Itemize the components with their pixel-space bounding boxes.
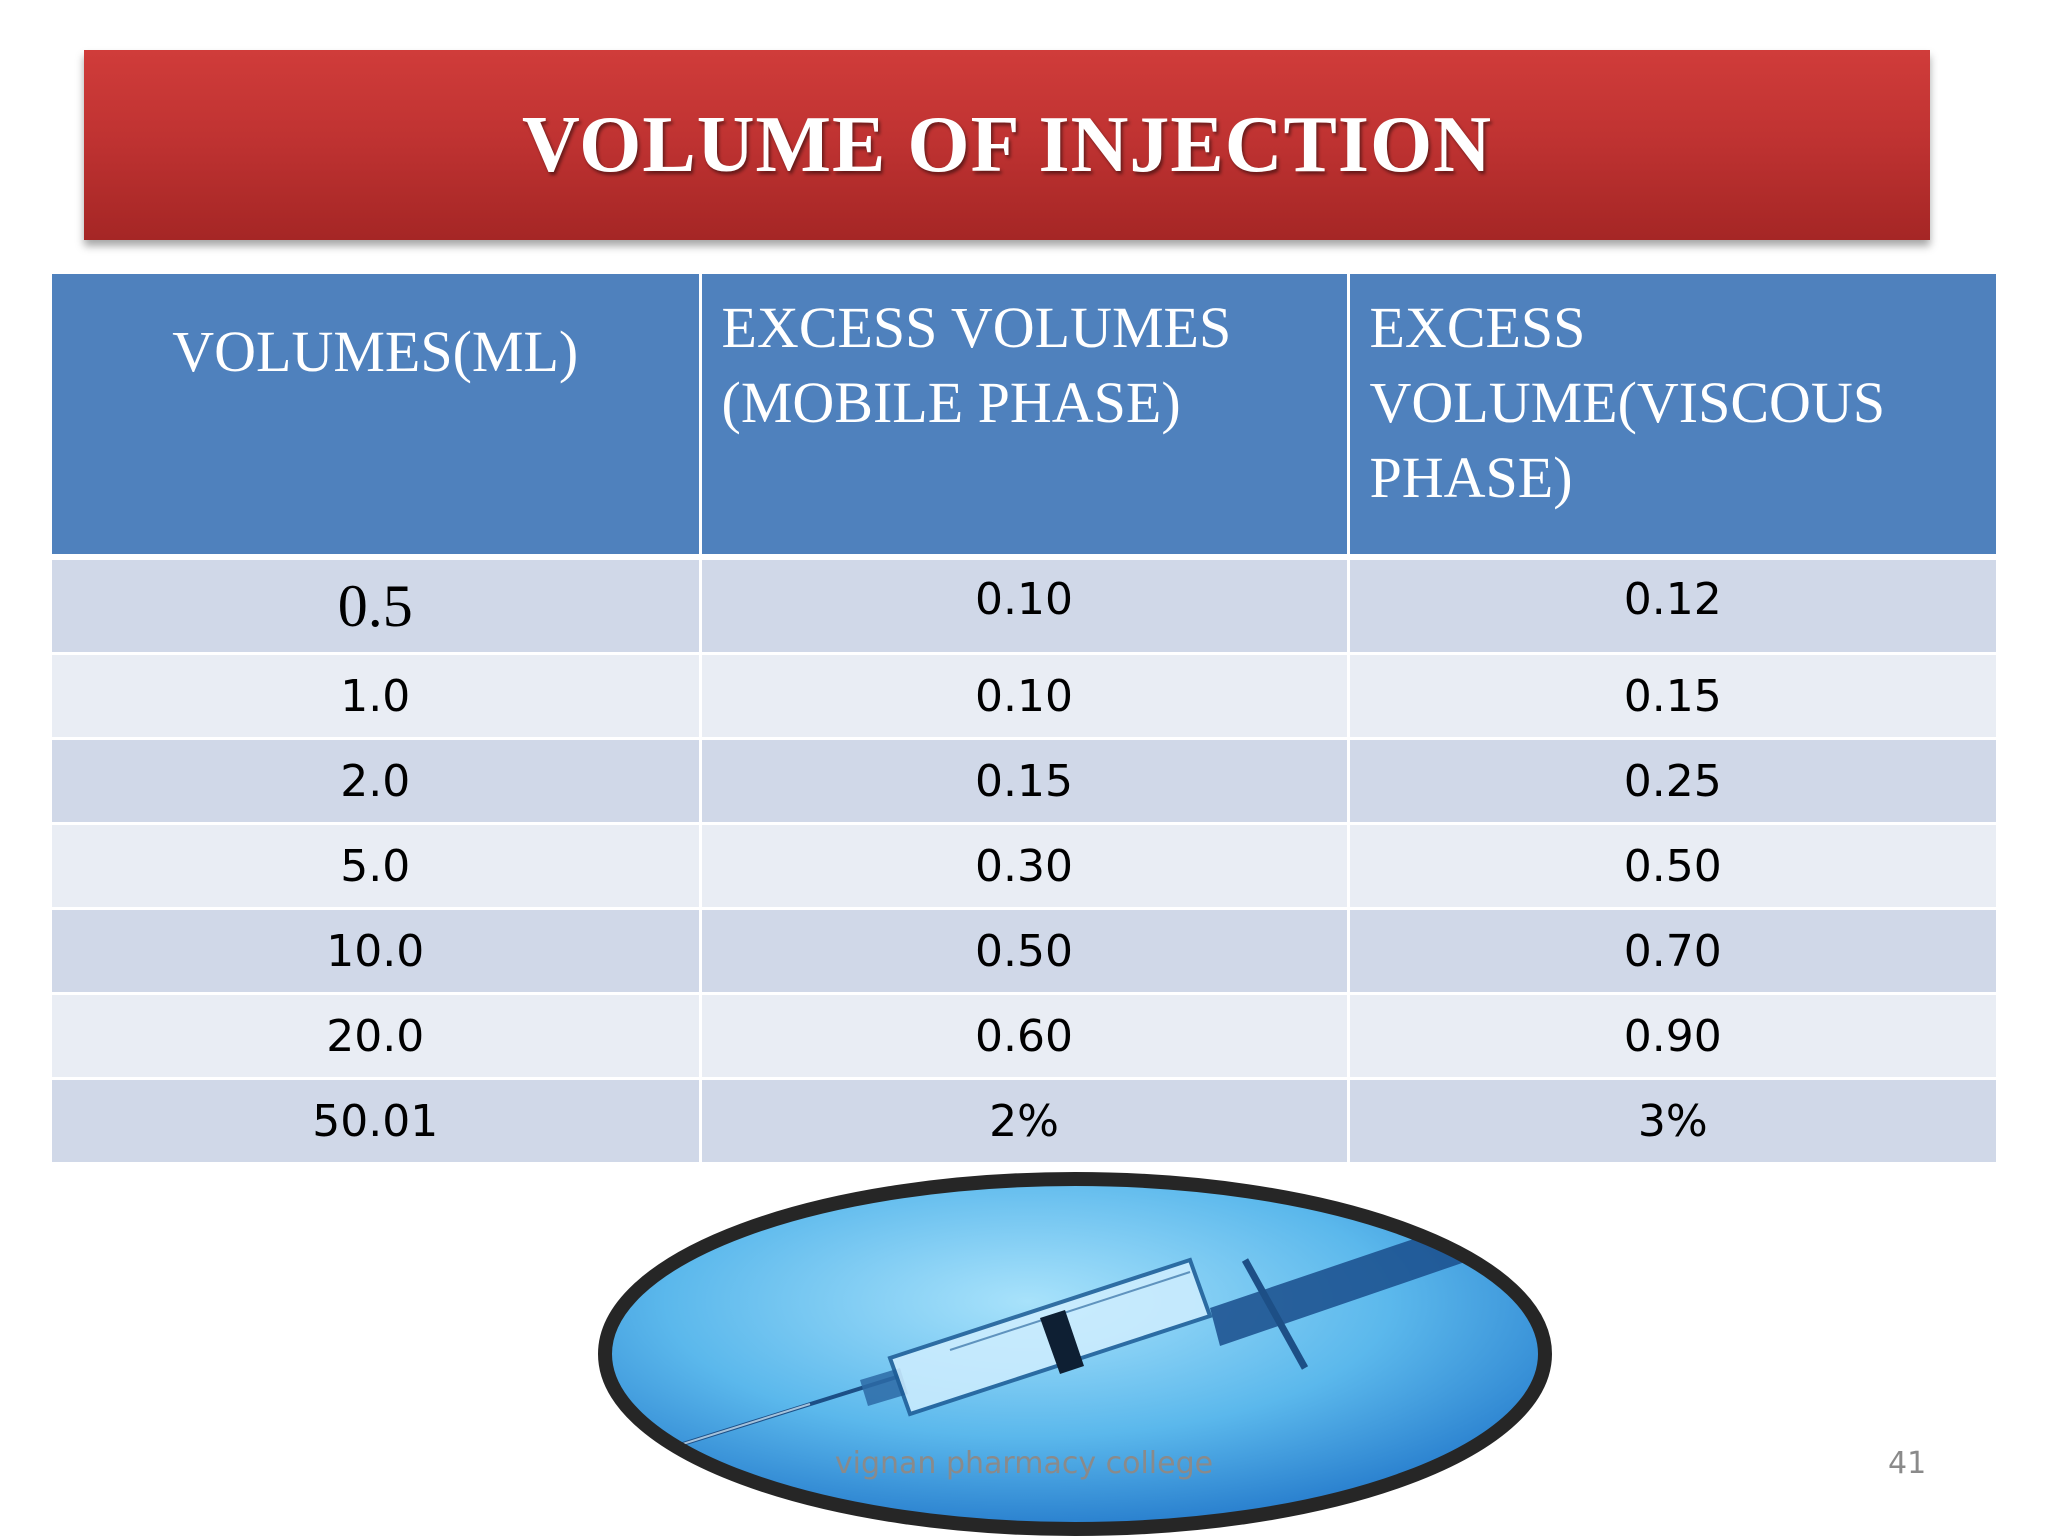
table-cell: 0.60 — [700, 993, 1350, 1080]
table-cell: 0.50 — [1348, 823, 1996, 910]
column-header-excess-viscous: EXCESS VOLUME(VISCOUS PHASE) — [1348, 274, 1996, 560]
table-cell: 2% — [700, 1078, 1350, 1165]
table-row: 1.0 0.10 0.15 — [52, 653, 1996, 740]
table-cell: 1.0 — [52, 653, 702, 740]
table-row: 5.0 0.30 0.50 — [52, 823, 1996, 910]
column-header-volumes: VOLUMES(ML) — [52, 274, 702, 560]
column-header-excess-mobile: EXCESS VOLUMES (MOBILE PHASE) — [700, 274, 1350, 560]
table-row: 20.0 0.60 0.90 — [52, 993, 1996, 1080]
table-cell: 0.25 — [1348, 738, 1996, 825]
title-banner: VOLUME OF INJECTION — [84, 50, 1930, 240]
slide-title: VOLUME OF INJECTION — [521, 100, 1493, 189]
footer-text: vignan pharmacy college — [834, 1446, 1214, 1481]
table-cell: 2.0 — [52, 738, 702, 825]
injection-volume-table: VOLUMES(ML) EXCESS VOLUMES (MOBILE PHASE… — [52, 274, 1996, 1165]
table-cell: 0.15 — [700, 738, 1350, 825]
table-cell: 0.50 — [700, 908, 1350, 995]
table-cell: 0.15 — [1348, 653, 1996, 740]
table-header-row: VOLUMES(ML) EXCESS VOLUMES (MOBILE PHASE… — [52, 274, 1996, 560]
table-cell: 20.0 — [52, 993, 702, 1080]
table-cell: 0.5 — [52, 557, 702, 655]
table-row: 2.0 0.15 0.25 — [52, 738, 1996, 825]
table-cell: 0.12 — [1348, 557, 1996, 655]
table-row: 50.01 2% 3% — [52, 1078, 1996, 1165]
table-cell: 0.30 — [700, 823, 1350, 910]
table-row: 0.5 0.10 0.12 — [52, 557, 1996, 655]
page-number: 41 — [1888, 1446, 1927, 1481]
table-cell: 10.0 — [52, 908, 702, 995]
table-cell: 0.70 — [1348, 908, 1996, 995]
table-cell: 0.90 — [1348, 993, 1996, 1080]
table-cell: 0.10 — [700, 653, 1350, 740]
table-cell: 5.0 — [52, 823, 702, 910]
table-cell: 3% — [1348, 1078, 1996, 1165]
table-row: 10.0 0.50 0.70 — [52, 908, 1996, 995]
syringe-image — [598, 1172, 1552, 1536]
table-cell: 0.10 — [700, 557, 1350, 655]
table-cell: 50.01 — [52, 1078, 702, 1165]
